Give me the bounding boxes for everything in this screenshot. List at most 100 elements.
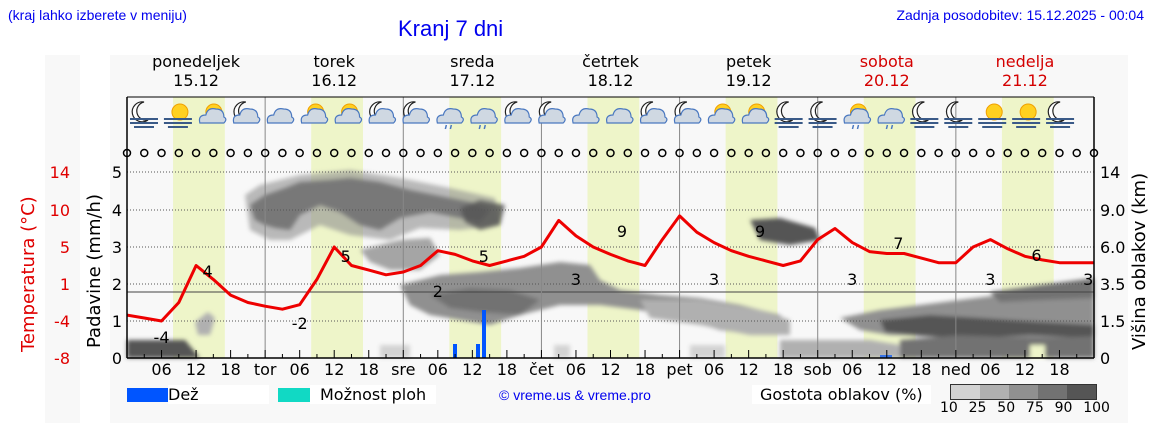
cloud-icon <box>266 108 295 124</box>
svg-text:5: 5 <box>341 247 351 266</box>
temperature-annotations: -4 4 -2 5 2 5 3 9 3 9 3 7 3 6 3 <box>154 222 1094 347</box>
y-tick-label: 2 <box>111 275 122 294</box>
y-tick-label: 1.5 <box>1100 312 1126 331</box>
y-tick-label: 6.0 <box>1100 238 1126 257</box>
day-date: 17.12 <box>449 71 496 90</box>
y-tick-label: 10 <box>49 201 70 220</box>
y-tick-label: 14 <box>1100 163 1121 182</box>
moon-fog-icon <box>774 101 803 128</box>
cloud-density-layer <box>127 170 1094 358</box>
x-tick-label: tor <box>253 360 277 379</box>
temperature-line <box>126 214 1094 323</box>
x-tick-label: 12 <box>462 360 483 379</box>
x-tick-label: 12 <box>324 360 345 379</box>
density-swatch <box>951 385 980 399</box>
svg-text:5: 5 <box>479 247 489 266</box>
day-name: sreda <box>450 52 495 71</box>
precipitation-bars <box>453 310 892 358</box>
density-tick: 25 <box>968 400 987 416</box>
x-tick-label: pet <box>666 360 693 379</box>
y-tick-label: 3.5 <box>1100 275 1126 294</box>
density-swatch <box>1009 385 1038 399</box>
day-label-3: četrtek 18.12 <box>551 52 671 90</box>
svg-text:6: 6 <box>1031 246 1041 265</box>
last-update: Zadnja posodobitev: 15.12.2025 - 00:04 <box>896 7 1144 23</box>
x-tick-label: 06 <box>842 360 863 379</box>
y-tick-label: -8 <box>54 349 70 368</box>
moon-fog-icon <box>910 101 939 128</box>
page-title: Kranj 7 dni <box>398 16 504 41</box>
showers-legend-label: Možnost ploh <box>310 385 437 404</box>
day-label-1: torek 16.12 <box>274 52 394 90</box>
cloud-icon <box>572 108 600 124</box>
moon-fog-icon <box>808 101 837 128</box>
gridlines <box>127 171 1094 322</box>
x-tick-label: 06 <box>703 360 725 379</box>
day-label-0: ponedeljek 15.12 <box>136 52 256 90</box>
moon-cloud-icon <box>232 101 261 124</box>
svg-text:3: 3 <box>985 270 995 289</box>
x-tick-label: 06 <box>565 360 587 379</box>
day-name: četrtek <box>582 52 639 71</box>
temperature-axis-label: Temperatura (°C) <box>18 196 39 352</box>
day-name: torek <box>313 52 355 71</box>
day-separators <box>264 97 957 358</box>
x-tick-label: 18 <box>1049 360 1070 379</box>
y-tick-label: 5 <box>111 163 122 182</box>
x-tick-label: 12 <box>185 360 207 379</box>
svg-text:3: 3 <box>847 270 857 289</box>
y-tick-label: 9.0 <box>1100 201 1126 220</box>
day-label-4: petek 19.12 <box>689 52 809 90</box>
x-tick-label: ned <box>940 360 971 379</box>
y-tick-label: 0 <box>111 349 122 368</box>
svg-text:3: 3 <box>1083 270 1093 289</box>
y-tick-label: 14 <box>49 163 70 182</box>
day-name: ponedeljek <box>152 52 241 71</box>
y-tick-label: 3 <box>111 238 122 257</box>
svg-text:3: 3 <box>709 270 719 289</box>
density-swatch <box>1067 385 1096 399</box>
day-date: 20.12 <box>863 71 910 90</box>
day-name: sobota <box>859 52 914 71</box>
moon-cloud-icon <box>639 101 668 124</box>
showers-legend-swatch <box>278 388 310 402</box>
svg-text:-2: -2 <box>292 314 308 333</box>
precipitation-axis-label: Padavine (mm/h) <box>84 194 105 348</box>
location-hint: (kraj lahko izberete v meniju) <box>8 7 187 23</box>
y-tick-label: 4 <box>111 201 122 220</box>
x-tick-label: sob <box>803 360 832 379</box>
moon-fog-icon <box>1046 101 1075 128</box>
x-tick-label: 06 <box>427 360 448 379</box>
x-tick-label: 18 <box>772 360 794 379</box>
x-tick-label: 18 <box>911 360 932 379</box>
day-label-5: sobota 20.12 <box>827 52 947 90</box>
density-swatch <box>1038 385 1067 399</box>
y-tick-label: 5 <box>59 238 70 257</box>
density-tick: 10 <box>940 400 958 416</box>
x-tick-label: sre <box>391 360 416 379</box>
day-name: petek <box>725 52 772 71</box>
svg-text:9: 9 <box>617 222 627 241</box>
density-tick: 100 <box>1083 400 1110 416</box>
sun-cloud-icon <box>334 103 363 124</box>
svg-text:9: 9 <box>755 222 765 241</box>
cloud-rain-icon <box>877 108 906 130</box>
density-tick: 50 <box>997 400 1016 416</box>
sun-fog-icon <box>163 103 192 128</box>
copyright-link[interactable]: © vreme.us & vreme.pro <box>499 387 651 403</box>
x-tick-label: 12 <box>876 360 897 379</box>
x-tick-label: 18 <box>634 360 656 379</box>
day-label-2: sreda 17.12 <box>412 52 532 90</box>
cloud-density-scale <box>950 384 1097 400</box>
y-tick-label: 1 <box>59 275 70 294</box>
y-tick-label: -4 <box>54 312 70 331</box>
cloud-rain-icon <box>470 108 498 130</box>
x-ticks <box>143 350 1078 358</box>
sun-cloud-icon <box>707 103 736 124</box>
cloud-icon <box>606 108 634 124</box>
x-tick-label: čet <box>528 360 554 379</box>
x-tick-label: 12 <box>600 360 621 379</box>
sun-fog-icon <box>978 103 1007 128</box>
moon-fog-icon <box>130 101 158 128</box>
